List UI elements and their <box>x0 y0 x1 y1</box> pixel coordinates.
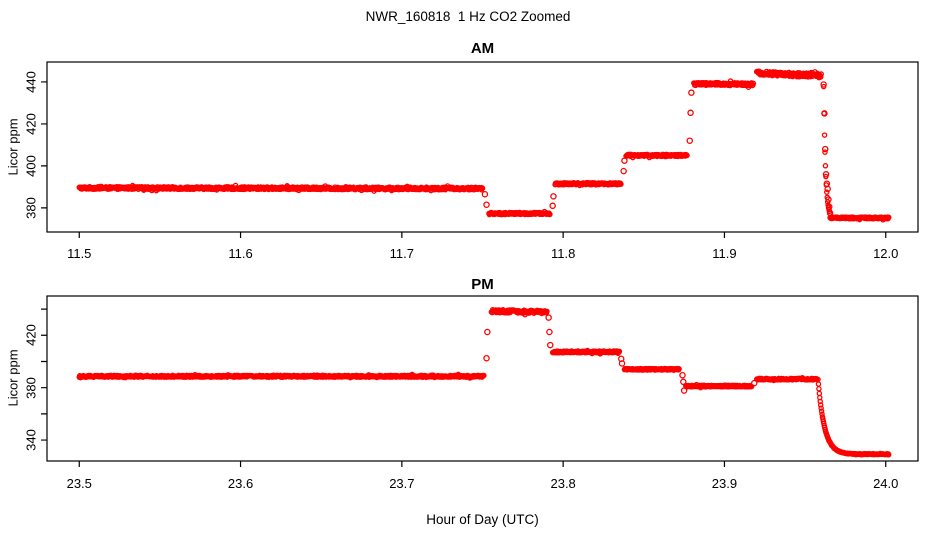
y-tick-label: 380 <box>23 376 39 399</box>
x-tick-label: 24.0 <box>873 476 899 491</box>
y-tick-label: 420 <box>23 324 39 347</box>
panel-title-am: AM <box>470 40 495 57</box>
x-tick-label: 11.6 <box>228 246 253 261</box>
x-tick-label: 11.5 <box>67 246 92 261</box>
x-tick-label: 12.0 <box>873 246 899 261</box>
x-tick-label: 23.5 <box>66 476 92 491</box>
x-axis-label: Hour of Day (UTC) <box>426 512 539 527</box>
y-tick-label: 380 <box>23 197 39 219</box>
y-tick-label: 420 <box>23 113 39 135</box>
y-tick-label: 400 <box>23 155 39 177</box>
y-axis-label-am: Licor ppm <box>5 118 21 176</box>
x-tick-label: 11.9 <box>712 246 737 261</box>
x-tick-label: 23.6 <box>227 476 254 491</box>
x-tick-label: 11.7 <box>389 246 415 261</box>
figure-title: NWR_160818 1 Hz CO2 Zoomed <box>365 9 571 24</box>
panel-title-pm: PM <box>471 276 494 293</box>
x-tick-label: 11.8 <box>550 246 576 261</box>
x-tick-label: 23.8 <box>550 476 576 491</box>
x-tick-label: 23.7 <box>389 476 415 491</box>
y-tick-label: 340 <box>23 429 39 451</box>
y-axis-label-pm: Licor ppm <box>5 349 21 407</box>
x-tick-label: 23.9 <box>711 476 738 491</box>
y-tick-label: 440 <box>23 71 39 93</box>
